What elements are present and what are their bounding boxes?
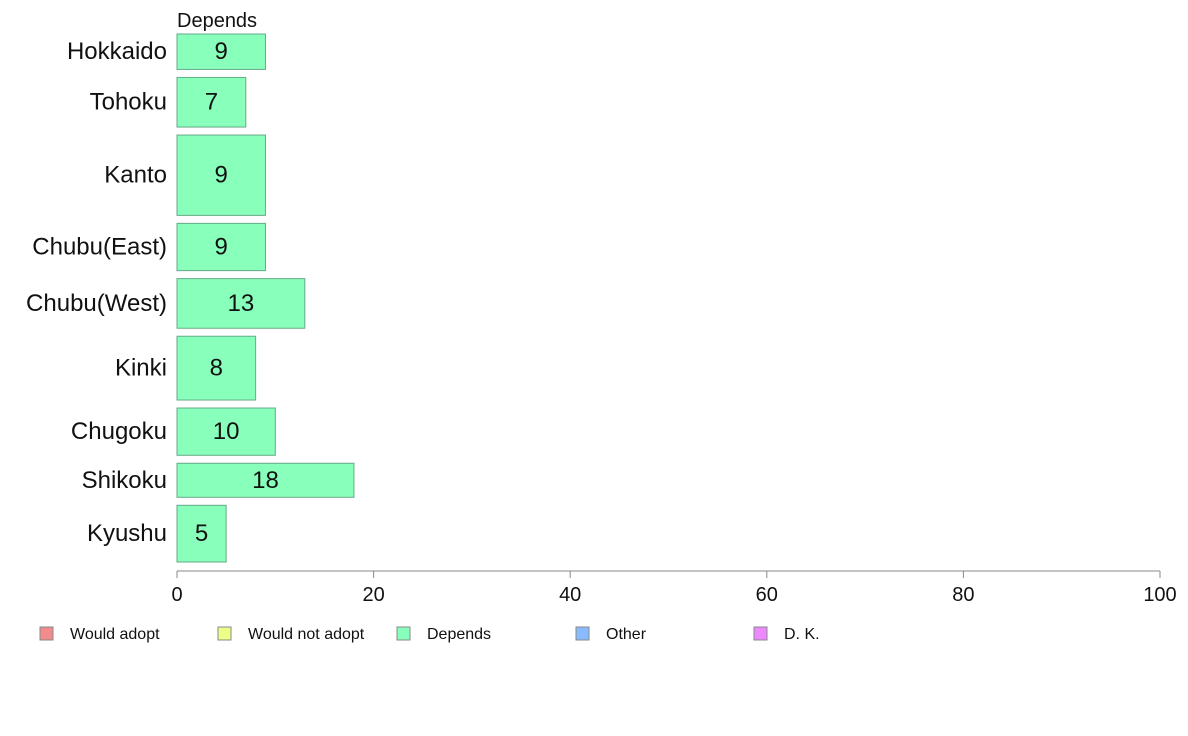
- bar: [176, 335, 257, 401]
- bar-value-label: 18: [252, 467, 279, 494]
- legend-swatch: [39, 626, 54, 641]
- bar-value-label: 7: [205, 89, 218, 116]
- bar: [176, 407, 276, 456]
- legend-swatch: [217, 626, 232, 641]
- category-label: Chubu(West): [26, 290, 167, 317]
- legend-label: Would adopt: [70, 626, 160, 643]
- bar-value-label: 9: [215, 234, 228, 261]
- bar-row: Hokkaido 9: [67, 33, 266, 70]
- category-label: Hokkaido: [67, 38, 167, 65]
- bar-value-label: 5: [195, 520, 208, 547]
- legend-swatch: [753, 626, 768, 641]
- bar: [176, 222, 266, 272]
- bar-row: Kinki 8: [115, 335, 257, 401]
- bar-row: Kyushu 5: [87, 504, 227, 563]
- bar: [176, 504, 227, 563]
- x-tick-label: 0: [171, 584, 182, 606]
- bar-row: Chugoku 10: [71, 407, 276, 456]
- x-axis: 0 20 40 60 80 100: [171, 570, 1177, 606]
- legend-item: Would adopt: [39, 626, 160, 643]
- category-label: Kanto: [104, 162, 167, 189]
- x-tick-label: 60: [756, 584, 778, 606]
- x-tick-label: 100: [1143, 584, 1176, 606]
- bar: [176, 278, 306, 329]
- bar-row: Chubu(East) 9: [32, 222, 266, 272]
- bar: [176, 76, 247, 128]
- bar: [176, 462, 355, 498]
- bar-row: Chubu(West) 13: [26, 278, 306, 329]
- legend-swatch: [575, 626, 590, 641]
- legend: Would adopt Would not adopt Depends Other D.…: [39, 626, 820, 643]
- x-tick-label: 80: [952, 584, 974, 606]
- bar: [176, 33, 266, 70]
- bar-row: Tohoku 7: [90, 76, 247, 128]
- bar-value-label: 10: [213, 418, 240, 445]
- bar-value-label: 9: [215, 162, 228, 189]
- category-label: Chugoku: [71, 418, 167, 445]
- x-tick-label: 20: [362, 584, 384, 606]
- bar-row: Shikoku 18: [82, 462, 355, 498]
- legend-label: Would not adopt: [248, 626, 365, 643]
- bar: [176, 134, 266, 216]
- legend-item: Other: [575, 626, 647, 643]
- panel-label: Depends: [177, 10, 257, 32]
- legend-label: Other: [606, 626, 647, 643]
- category-label: Kyushu: [87, 520, 167, 547]
- x-tick-label: 40: [559, 584, 581, 606]
- bar-value-label: 9: [215, 38, 228, 65]
- bar-value-label: 13: [228, 290, 255, 317]
- legend-label: D. K.: [784, 626, 820, 643]
- category-label: Tohoku: [90, 89, 167, 116]
- legend-item: D. K.: [753, 626, 820, 643]
- legend-item: Depends: [396, 626, 491, 643]
- legend-item: Would not adopt: [217, 626, 365, 643]
- legend-label: Depends: [427, 626, 491, 643]
- legend-swatch: [396, 626, 411, 641]
- category-label: Shikoku: [82, 467, 167, 494]
- bar-value-label: 8: [210, 355, 223, 382]
- category-label: Kinki: [115, 355, 167, 382]
- bar-row: Kanto 9: [104, 134, 266, 216]
- category-label: Chubu(East): [32, 234, 167, 261]
